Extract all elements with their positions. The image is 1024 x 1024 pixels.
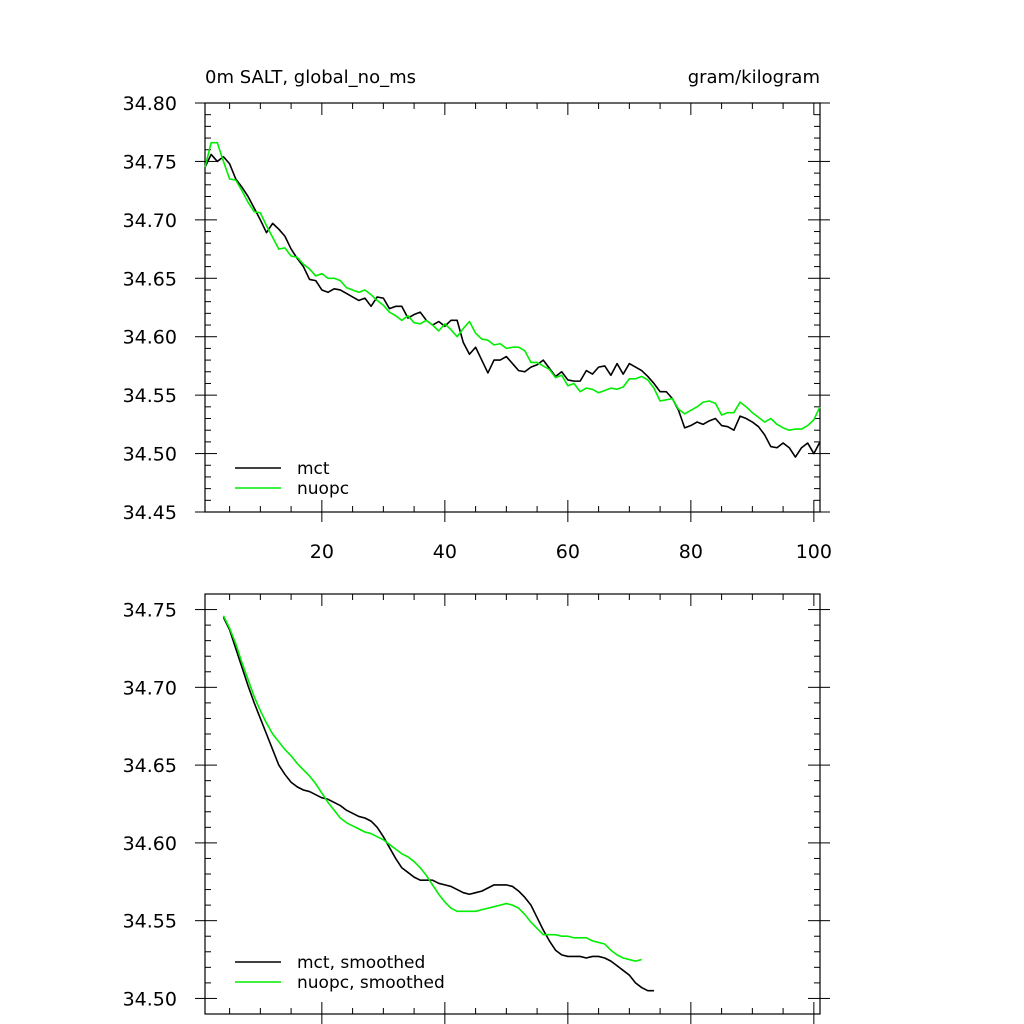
y-tick-label: 34.55 [123,911,177,933]
y-tick-label: 34.70 [123,677,177,699]
y-tick-label: 34.80 [123,93,177,115]
top-panel: 20 40 60 80 100 34.45 34.50 34.55 34.60 34.65 34.7… [123,67,832,563]
legend-label: nuopc [297,479,349,499]
legend-label: mct, smoothed [297,953,425,973]
y-tick-label: 34.75 [123,151,177,173]
x-tick-label: 80 [679,541,703,563]
y-tick-label: 34.70 [123,210,177,232]
y-tick-label: 34.55 [123,385,177,407]
series-line-1 [222,615,642,962]
x-tick-label: 20 [310,541,334,563]
legend-label: mct [297,459,330,479]
y-tick-label: 34.60 [123,833,177,855]
plot-frame [204,102,821,513]
x-tick-label: 60 [556,541,580,563]
series-line-0 [222,616,654,992]
series-line-0 [204,153,821,458]
chart-title-left: 0m SALT, global_no_ms [205,67,416,88]
bottom-panel: 34.50 34.55 34.60 34.65 34.70 34.75 mct, smoot… [123,593,830,1024]
y-tick-label: 34.50 [123,444,177,466]
y-tick-label: 34.45 [123,502,177,524]
y-tick-label: 34.75 [123,600,177,622]
x-tick-label: 100 [796,541,832,563]
y-tick-label: 34.60 [123,327,177,349]
series-line-1 [204,141,821,432]
y-tick-label: 34.50 [123,988,177,1010]
plot-frame [204,593,821,1015]
y-tick-label: 34.65 [123,755,177,777]
x-tick-label: 40 [433,541,457,563]
chart-title-right: gram/kilogram [688,67,820,88]
y-tick-label: 34.65 [123,268,177,290]
legend-label: nuopc, smoothed [297,973,445,993]
